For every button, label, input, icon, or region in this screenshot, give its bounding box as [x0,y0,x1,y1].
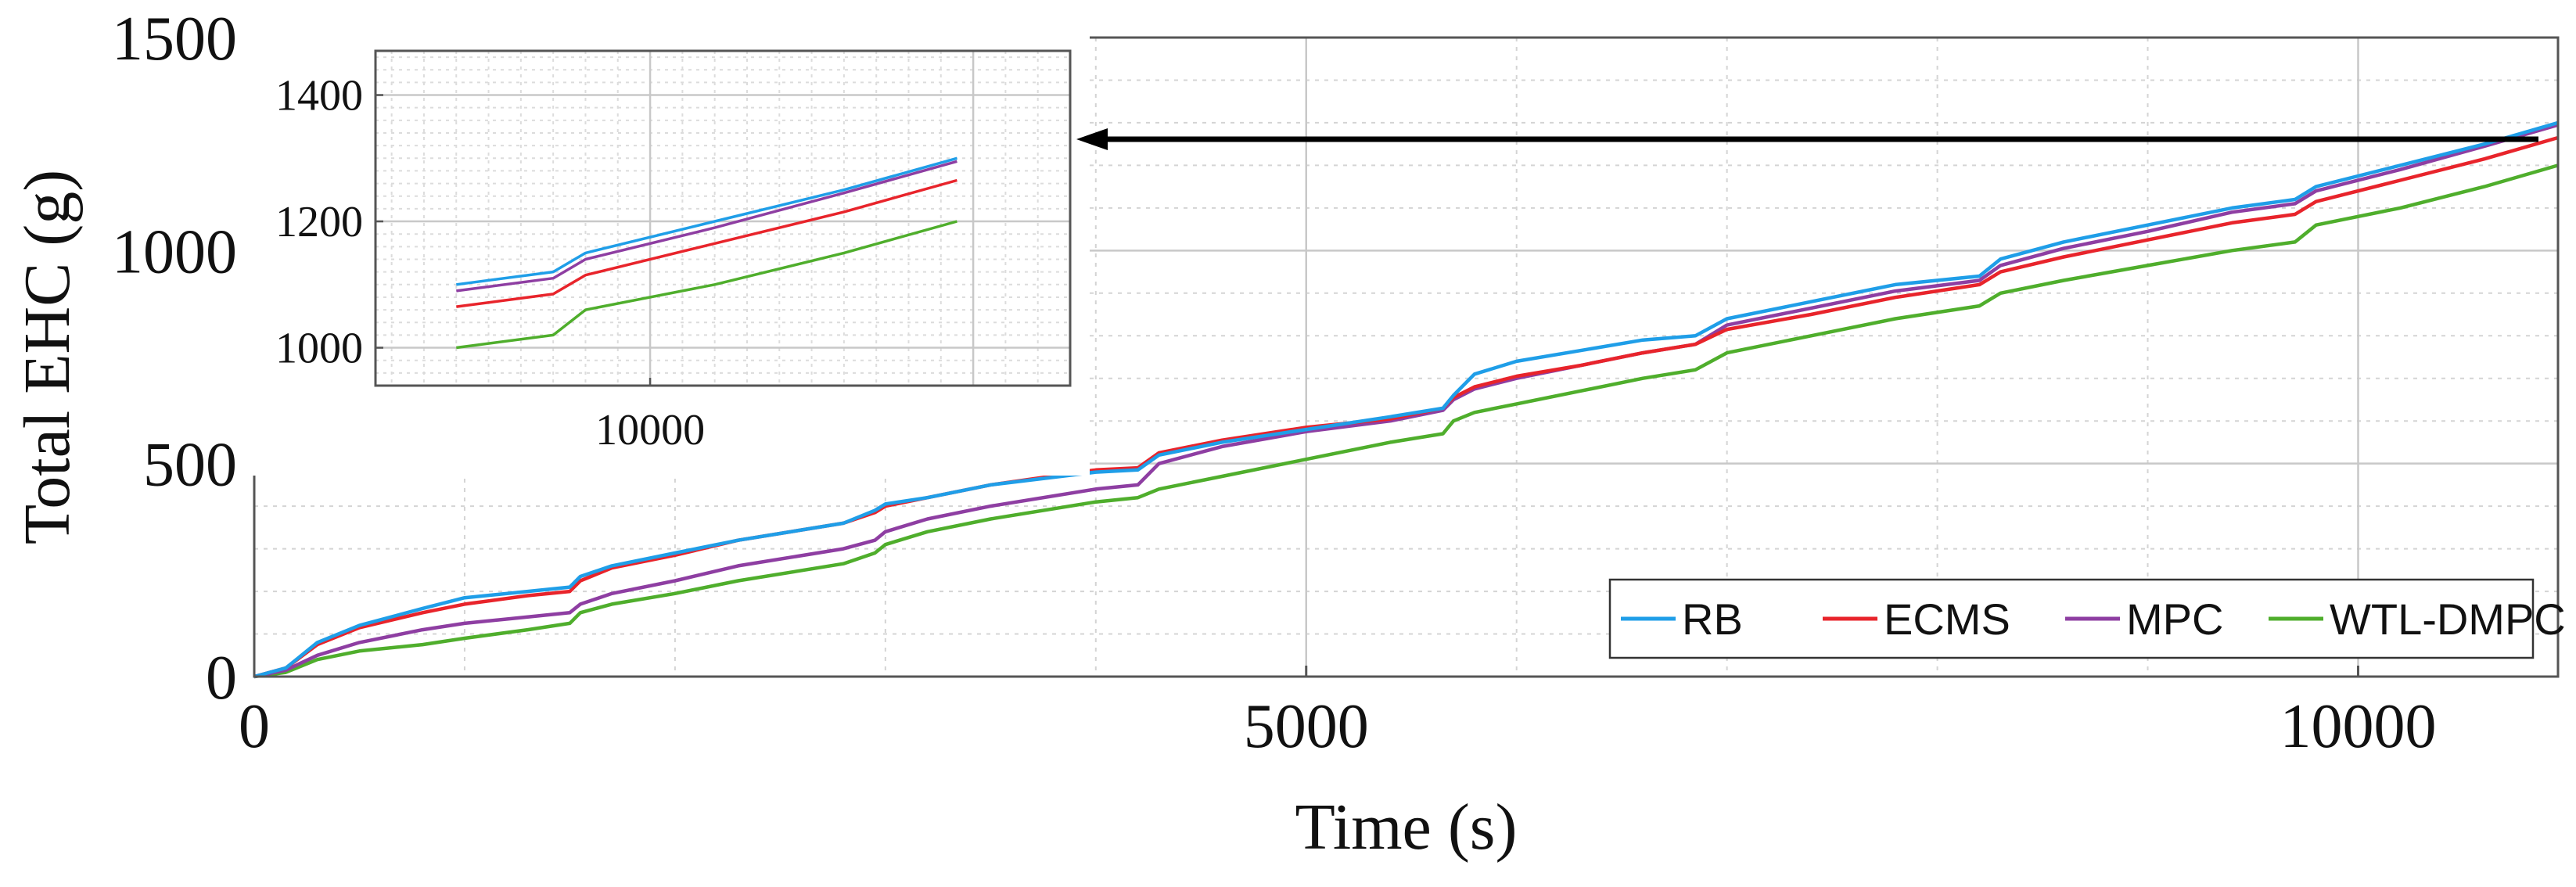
x-tick-label: 0 [239,692,270,761]
legend-label-mpc: MPC [2126,594,2223,644]
inset-ticks: 10000 1000 1200 1400 [275,72,705,454]
legend: RB ECMS MPC WTL-DMPC [1608,578,2566,659]
series-line-ecms [253,135,2559,679]
inset-series-line-wtl-dmpc [456,220,957,350]
inset-plot-frame [374,49,1072,387]
series-line-rb [253,120,2559,679]
inset-series-line-ecms [456,178,957,308]
x-axis-label: Time (s) [1295,791,1518,864]
series-line-wtl-dmpc [253,163,2559,679]
series-line-mpc [253,123,2559,679]
y-axis-label: Total EHC (g) [11,170,84,544]
y-tick-label: 1000 [112,217,237,286]
inset-x-tick-label: 10000 [595,406,705,454]
legend-label-wtl-dmpc: WTL-DMPC [2330,594,2566,644]
y-tick-label: 500 [143,431,237,500]
legend-label-ecms: ECMS [1884,594,2010,644]
inset-series-line-mpc [456,160,957,293]
inset-y-tick-label: 1000 [275,325,363,373]
y-tick-label: 0 [206,644,237,713]
main-ticks: 0 5000 10000 0 500 1000 1500 [112,5,2436,761]
x-tick-label: 10000 [2280,692,2436,761]
x-tick-label: 5000 [1244,692,1369,761]
inset-series-line-rb [456,156,957,286]
y-tick-label: 1500 [112,5,237,74]
main-series-group [253,120,2559,679]
inset-y-tick-label: 1400 [275,72,363,120]
zoom-arrow [1076,128,2538,150]
inset-y-tick-label: 1200 [275,198,363,246]
legend-label-rb: RB [1682,594,1743,644]
inset-series-group [456,156,957,350]
